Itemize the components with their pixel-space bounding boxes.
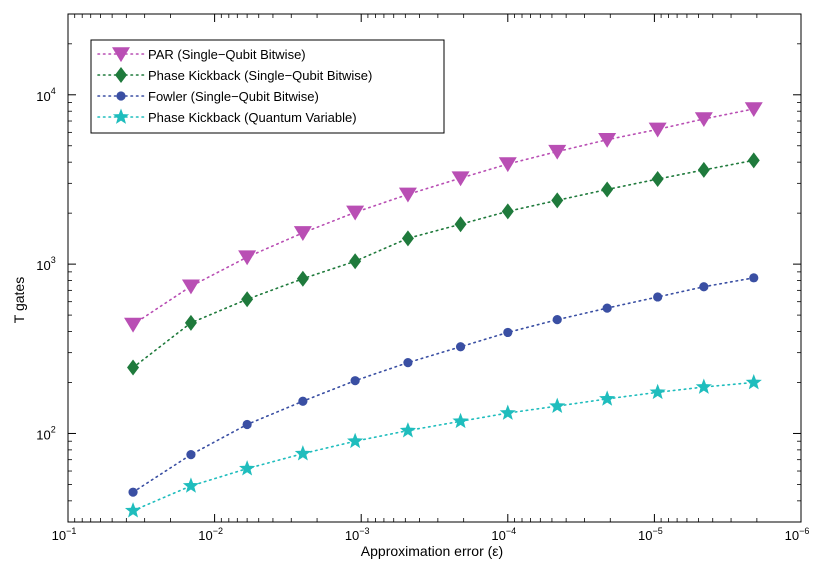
x-axis-title: Approximation error (ε) (361, 543, 503, 559)
y-tick-label: 103 (36, 255, 55, 273)
y-axis: 102 103 104 (36, 13, 801, 523)
legend-box (90, 39, 445, 134)
x-tick-label: 10−5 (638, 526, 663, 543)
data-point (349, 253, 362, 270)
data-point (451, 171, 470, 187)
legend-label: Phase Kickback (Single−Qubit Bitwise) (148, 68, 372, 83)
data-point (128, 487, 138, 497)
data-point (452, 412, 469, 429)
legend-marker (112, 108, 130, 124)
data-point (498, 157, 517, 173)
data-point (699, 282, 709, 292)
data-point (127, 359, 140, 376)
y-axis-title: T gates (11, 277, 27, 323)
data-point (551, 192, 564, 209)
data-point (296, 270, 309, 287)
data-point (350, 376, 360, 386)
legend-marker (112, 47, 130, 63)
series-4 (124, 373, 762, 518)
series-1 (124, 102, 763, 333)
x-tick-label: 10−6 (785, 526, 810, 543)
y-tick-label: 104 (36, 86, 55, 104)
data-point (401, 230, 414, 247)
data-point (503, 327, 513, 338)
x-tick-label: 10−4 (491, 526, 516, 543)
x-axis: 10−1 10−2 10−3 10−4 10−5 10−6 (52, 14, 810, 543)
data-point (346, 205, 365, 221)
data-point (602, 303, 612, 313)
data-point (749, 273, 759, 283)
legend-marker (115, 67, 127, 83)
y-tick-label: 102 (36, 424, 55, 442)
data-point (242, 419, 252, 430)
data-point (455, 342, 466, 352)
data-point (293, 226, 312, 241)
data-point (181, 279, 200, 295)
data-point (745, 373, 762, 390)
data-point (552, 315, 562, 325)
legend-label: Fowler (Single−Qubit Bitwise) (148, 89, 319, 104)
data-point (549, 397, 566, 414)
data-point (124, 502, 142, 518)
data-point (294, 445, 311, 461)
data-point (653, 292, 663, 302)
data-point (747, 152, 760, 169)
data-point (499, 404, 516, 420)
data-point (548, 144, 567, 160)
data-point (124, 317, 143, 333)
legend-label: Phase Kickback (Quantum Variable) (148, 110, 357, 125)
data-point (239, 460, 256, 476)
data-point (347, 432, 364, 449)
data-point (399, 422, 417, 438)
data-point (454, 216, 467, 233)
data-point (651, 171, 664, 188)
data-point (695, 378, 712, 394)
series-3 (128, 273, 759, 497)
data-point (298, 396, 308, 406)
data-point (648, 122, 667, 138)
legend-marker (116, 91, 126, 101)
data-point (694, 112, 713, 128)
data-point (697, 161, 710, 178)
x-tick-label: 10−2 (198, 526, 223, 543)
data-point (744, 102, 763, 118)
legend: PAR (Single−Qubit Bitwise) Phase Kickback… (90, 39, 445, 134)
data-point (238, 250, 257, 266)
data-point (403, 358, 413, 368)
data-point (649, 383, 666, 400)
data-point (598, 132, 617, 148)
series-layer (124, 102, 763, 518)
data-point (184, 314, 197, 331)
series-2 (127, 152, 760, 376)
data-point (182, 477, 200, 493)
x-tick-label: 10−3 (345, 526, 370, 543)
data-point (599, 390, 616, 406)
data-point (186, 450, 196, 460)
data-point (601, 181, 614, 198)
legend-label: PAR (Single−Qubit Bitwise) (148, 47, 306, 62)
data-point (501, 203, 514, 220)
x-tick-label: 10−1 (52, 526, 77, 543)
data-point (241, 291, 254, 308)
data-point (398, 187, 417, 203)
